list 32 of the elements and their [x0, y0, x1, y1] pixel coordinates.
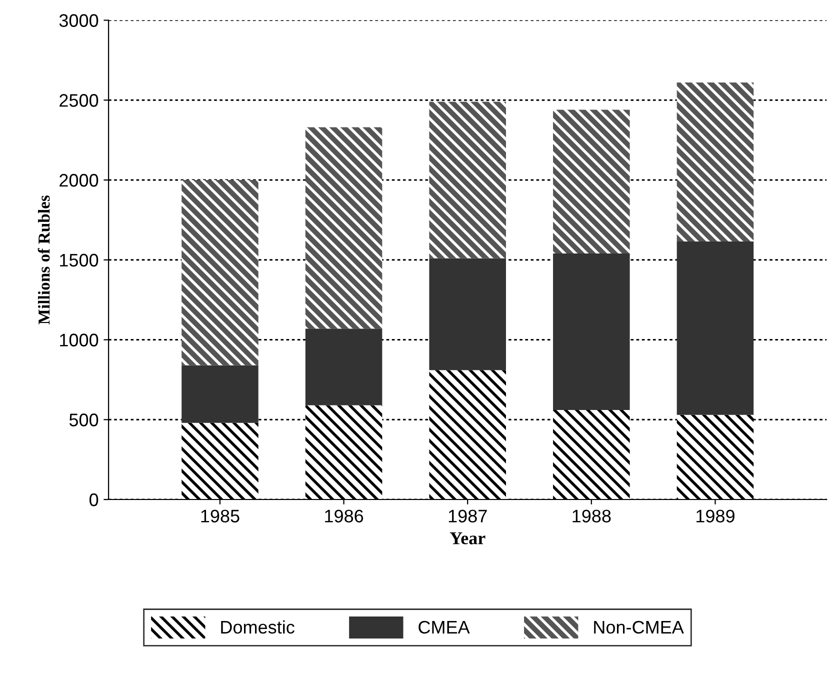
- bar: [182, 365, 258, 423]
- x-tick-label: 1985: [201, 510, 240, 522]
- y-tick-label: 1500: [60, 254, 98, 267]
- legend-label: CMEA: [418, 620, 470, 634]
- bar: [305, 405, 382, 500]
- y-axis-title: Millions of Rubles: [38, 195, 50, 324]
- x-axis-title: Year: [450, 532, 486, 544]
- bar: [553, 410, 630, 500]
- bar: [676, 82, 754, 242]
- y-tick-label: 500: [69, 414, 98, 426]
- bar: [676, 414, 754, 500]
- x-tick-label: 1986: [325, 510, 364, 522]
- bar: [429, 370, 506, 500]
- y-tick-label: 1000: [60, 334, 98, 346]
- bar: [553, 253, 630, 410]
- bar: [676, 242, 754, 415]
- legend-label: Non-CMEA: [594, 620, 684, 634]
- y-tick-label: 0: [89, 493, 98, 506]
- bar: [182, 180, 258, 366]
- bar: [305, 127, 382, 329]
- x-tick-label: 1989: [696, 510, 734, 522]
- y-tick-label: 3000: [59, 14, 98, 27]
- bar: [182, 422, 258, 500]
- y-tick-label: 2000: [60, 174, 98, 187]
- y-tick-label: 2500: [60, 94, 98, 107]
- legend-label: Domestic: [221, 620, 294, 634]
- x-tick-label: 1987: [448, 510, 487, 522]
- bar: [429, 102, 506, 258]
- bar: [553, 110, 630, 254]
- bar: [429, 258, 506, 370]
- x-tick-label: 1988: [572, 510, 611, 522]
- bar: [305, 328, 382, 406]
